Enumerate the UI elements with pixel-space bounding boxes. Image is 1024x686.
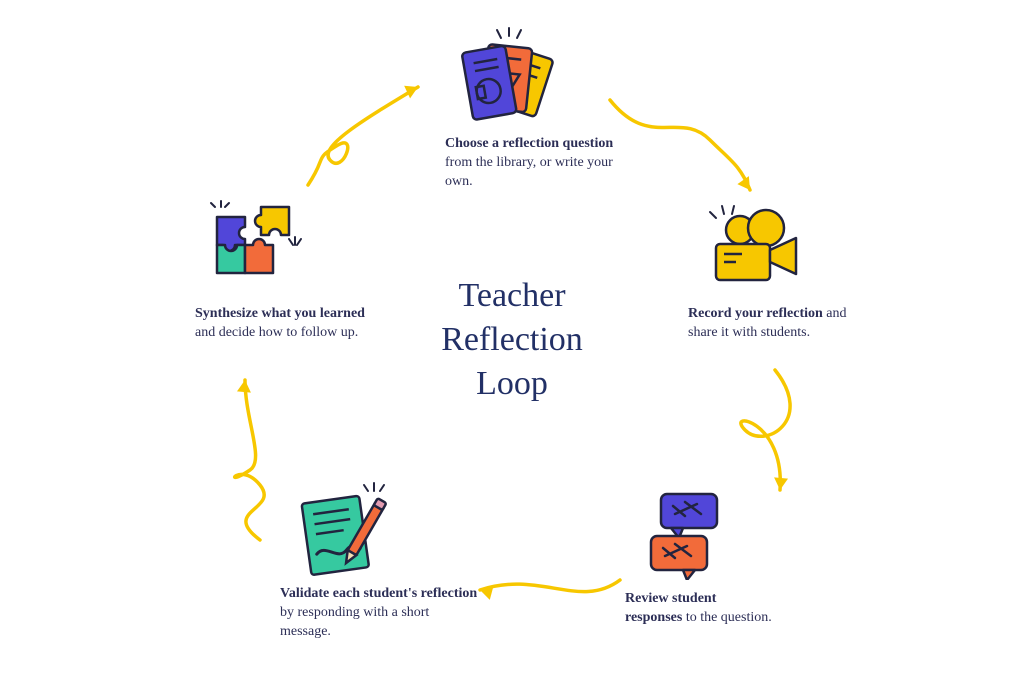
step-text-synthesize: Synthesize what you learned and decide h… bbox=[195, 305, 375, 343]
step-text-validate: Validate each student's reflection by re… bbox=[280, 585, 480, 642]
step-bold-validate: Validate each student's reflection bbox=[280, 586, 477, 601]
arrow-review-to-validate bbox=[470, 560, 670, 686]
step-rest-review: to the question. bbox=[682, 610, 771, 625]
step-rest-synthesize: and decide how to follow up. bbox=[195, 325, 358, 340]
arrow-validate-to-synthesize bbox=[210, 380, 410, 580]
arrow-record-to-review bbox=[735, 370, 935, 570]
arrow-synthesize-to-choose bbox=[288, 65, 488, 265]
step-text-record: Record your reflection and share it with… bbox=[688, 305, 858, 343]
step-bold-record: Record your reflection bbox=[688, 306, 823, 321]
step-rest-validate: by responding with a short message. bbox=[280, 605, 429, 639]
diagram-canvas: Teacher Reflection Loop bbox=[0, 0, 1024, 686]
step-bold-synthesize: Synthesize what you learned bbox=[195, 306, 365, 321]
arrow-choose-to-record bbox=[600, 90, 800, 290]
